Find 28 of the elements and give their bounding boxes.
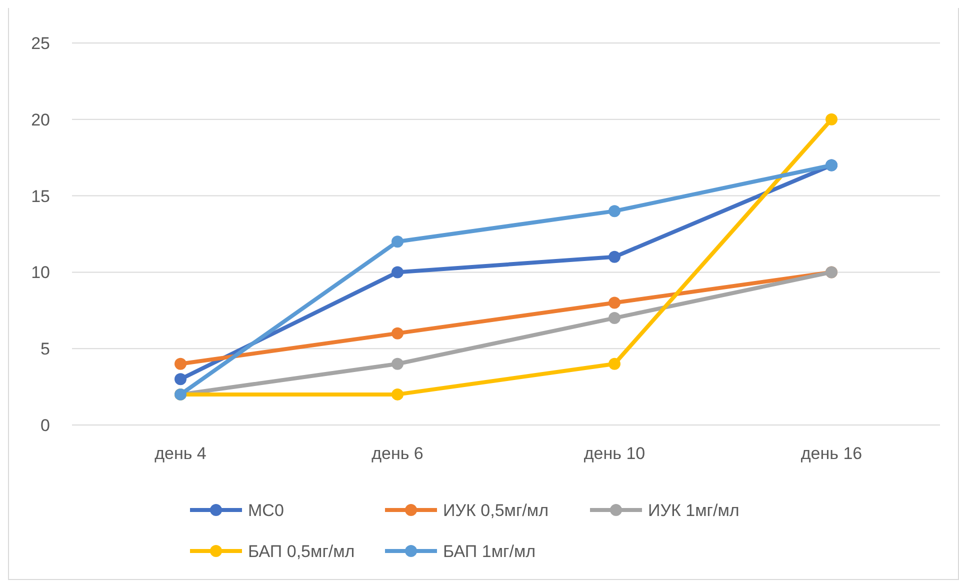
y-tick-label: 25 (31, 34, 50, 53)
point (392, 236, 404, 248)
y-tick-label: 20 (31, 110, 50, 130)
legend-label: ИУК 0,5мг/мл (443, 500, 548, 520)
point (608, 312, 620, 324)
y-tick-label: 10 (31, 263, 50, 282)
point (392, 266, 404, 278)
y-tick-label: 15 (31, 186, 50, 206)
legend-label: БАП 1мг/мл (443, 542, 536, 561)
point (826, 113, 838, 126)
y-tick-label: 5 (40, 340, 50, 359)
point (174, 358, 186, 370)
legend-label: МС0 (248, 500, 284, 520)
x-tick-label: день 6 (372, 444, 424, 463)
x-tick-label: день 10 (584, 444, 646, 463)
point (608, 250, 620, 263)
legend-label: БАП 0,5мг/мл (248, 542, 355, 561)
x-tick-label: день 16 (800, 444, 862, 463)
point (174, 373, 186, 386)
point (608, 358, 620, 370)
point (608, 205, 620, 218)
point (392, 358, 404, 370)
point (392, 327, 404, 340)
y-tick-label: 0 (40, 416, 50, 435)
point (608, 296, 620, 309)
x-tick-label: день 4 (154, 444, 206, 463)
point (392, 388, 404, 400)
legend-label: ИУК 1мг/мл (648, 500, 740, 520)
